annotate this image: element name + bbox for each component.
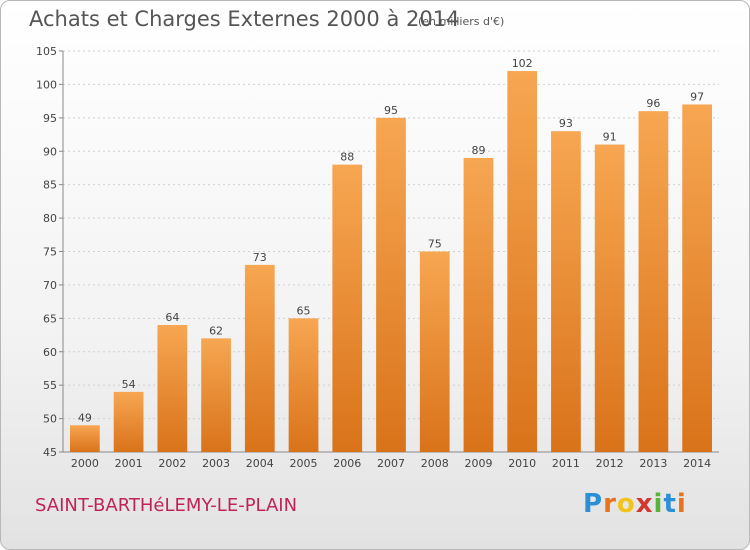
brand-letter: r <box>603 489 617 519</box>
brand-letter: i <box>653 489 664 519</box>
x-tick-label: 2005 <box>290 457 318 470</box>
bar-2011 <box>551 131 581 452</box>
x-tick-label: 2003 <box>202 457 230 470</box>
bar-2007 <box>376 117 406 452</box>
data-label: 75 <box>428 238 442 251</box>
x-tick-label: 2013 <box>639 457 667 470</box>
proxiti-logo: Proxiti <box>583 489 687 519</box>
brand-letter: o <box>616 489 636 519</box>
bar-2002 <box>157 325 188 452</box>
bar-2009 <box>463 157 494 452</box>
data-label: 62 <box>209 324 223 337</box>
data-label: 65 <box>297 304 311 317</box>
bar-2001 <box>113 391 144 452</box>
x-tick-label: 2010 <box>508 457 536 470</box>
brand-letter: i <box>676 489 687 519</box>
bar-2010 <box>507 71 538 453</box>
y-tick-label: 65 <box>43 312 57 325</box>
chart-title: Achats et Charges Externes 2000 à 2014 <box>29 7 460 31</box>
bar-2006 <box>332 164 363 452</box>
x-tick-label: 2008 <box>421 457 449 470</box>
bar-2012 <box>594 144 625 453</box>
x-tick-label: 2004 <box>246 457 274 470</box>
x-tick-label: 2000 <box>71 457 99 470</box>
y-tick-label: 105 <box>36 45 57 58</box>
data-label: 49 <box>78 411 92 424</box>
y-tick-label: 100 <box>36 78 57 91</box>
data-label: 89 <box>471 144 485 157</box>
x-tick-label: 2001 <box>115 457 143 470</box>
bar-2004 <box>244 264 275 452</box>
commune-name: SAINT-BARTHéLEMY-LE-PLAIN <box>35 495 298 516</box>
bars <box>69 71 713 453</box>
brand-letter: t <box>663 489 677 519</box>
x-tick-label: 2012 <box>596 457 624 470</box>
y-tick-label: 75 <box>43 246 57 259</box>
bar-2008 <box>419 251 450 452</box>
chart-unit: (en milliers d'€) <box>418 15 505 28</box>
x-tick-label: 2002 <box>158 457 186 470</box>
x-tick-label: 2011 <box>552 457 580 470</box>
y-tick-label: 50 <box>43 413 57 426</box>
data-label: 95 <box>384 104 398 117</box>
bar-2013 <box>638 111 669 453</box>
y-tick-label: 85 <box>43 179 57 192</box>
x-tick-label: 2009 <box>464 457 492 470</box>
brand-letter: P <box>583 489 604 519</box>
y-tick-label: 80 <box>43 212 57 225</box>
bar-2005 <box>288 318 319 452</box>
y-tick-label: 60 <box>43 346 57 359</box>
y-tick-label: 90 <box>43 145 57 158</box>
data-label: 54 <box>122 378 136 391</box>
y-tick-label: 45 <box>43 446 57 459</box>
y-tick-label: 55 <box>43 379 57 392</box>
data-label: 91 <box>603 131 617 144</box>
y-tick-label: 95 <box>43 112 57 125</box>
x-tick-label: 2014 <box>683 457 711 470</box>
data-label: 97 <box>690 90 704 103</box>
data-label: 102 <box>512 57 533 70</box>
data-label: 88 <box>340 151 354 164</box>
data-label: 64 <box>165 311 179 324</box>
y-tick-label: 70 <box>43 279 57 292</box>
bar-2014 <box>682 104 713 452</box>
x-tick-label: 2006 <box>333 457 361 470</box>
x-tick-label: 2007 <box>377 457 405 470</box>
bar-2003 <box>201 338 231 452</box>
labels: 45 50 55 60 65 70 75 80 85 90 95 100 105 49 2000 54 2001… <box>36 45 711 470</box>
brand-letter: x <box>635 489 654 519</box>
bar-2000 <box>69 425 100 452</box>
data-label: 93 <box>559 117 573 130</box>
data-label: 96 <box>646 97 660 110</box>
data-label: 73 <box>253 251 267 264</box>
